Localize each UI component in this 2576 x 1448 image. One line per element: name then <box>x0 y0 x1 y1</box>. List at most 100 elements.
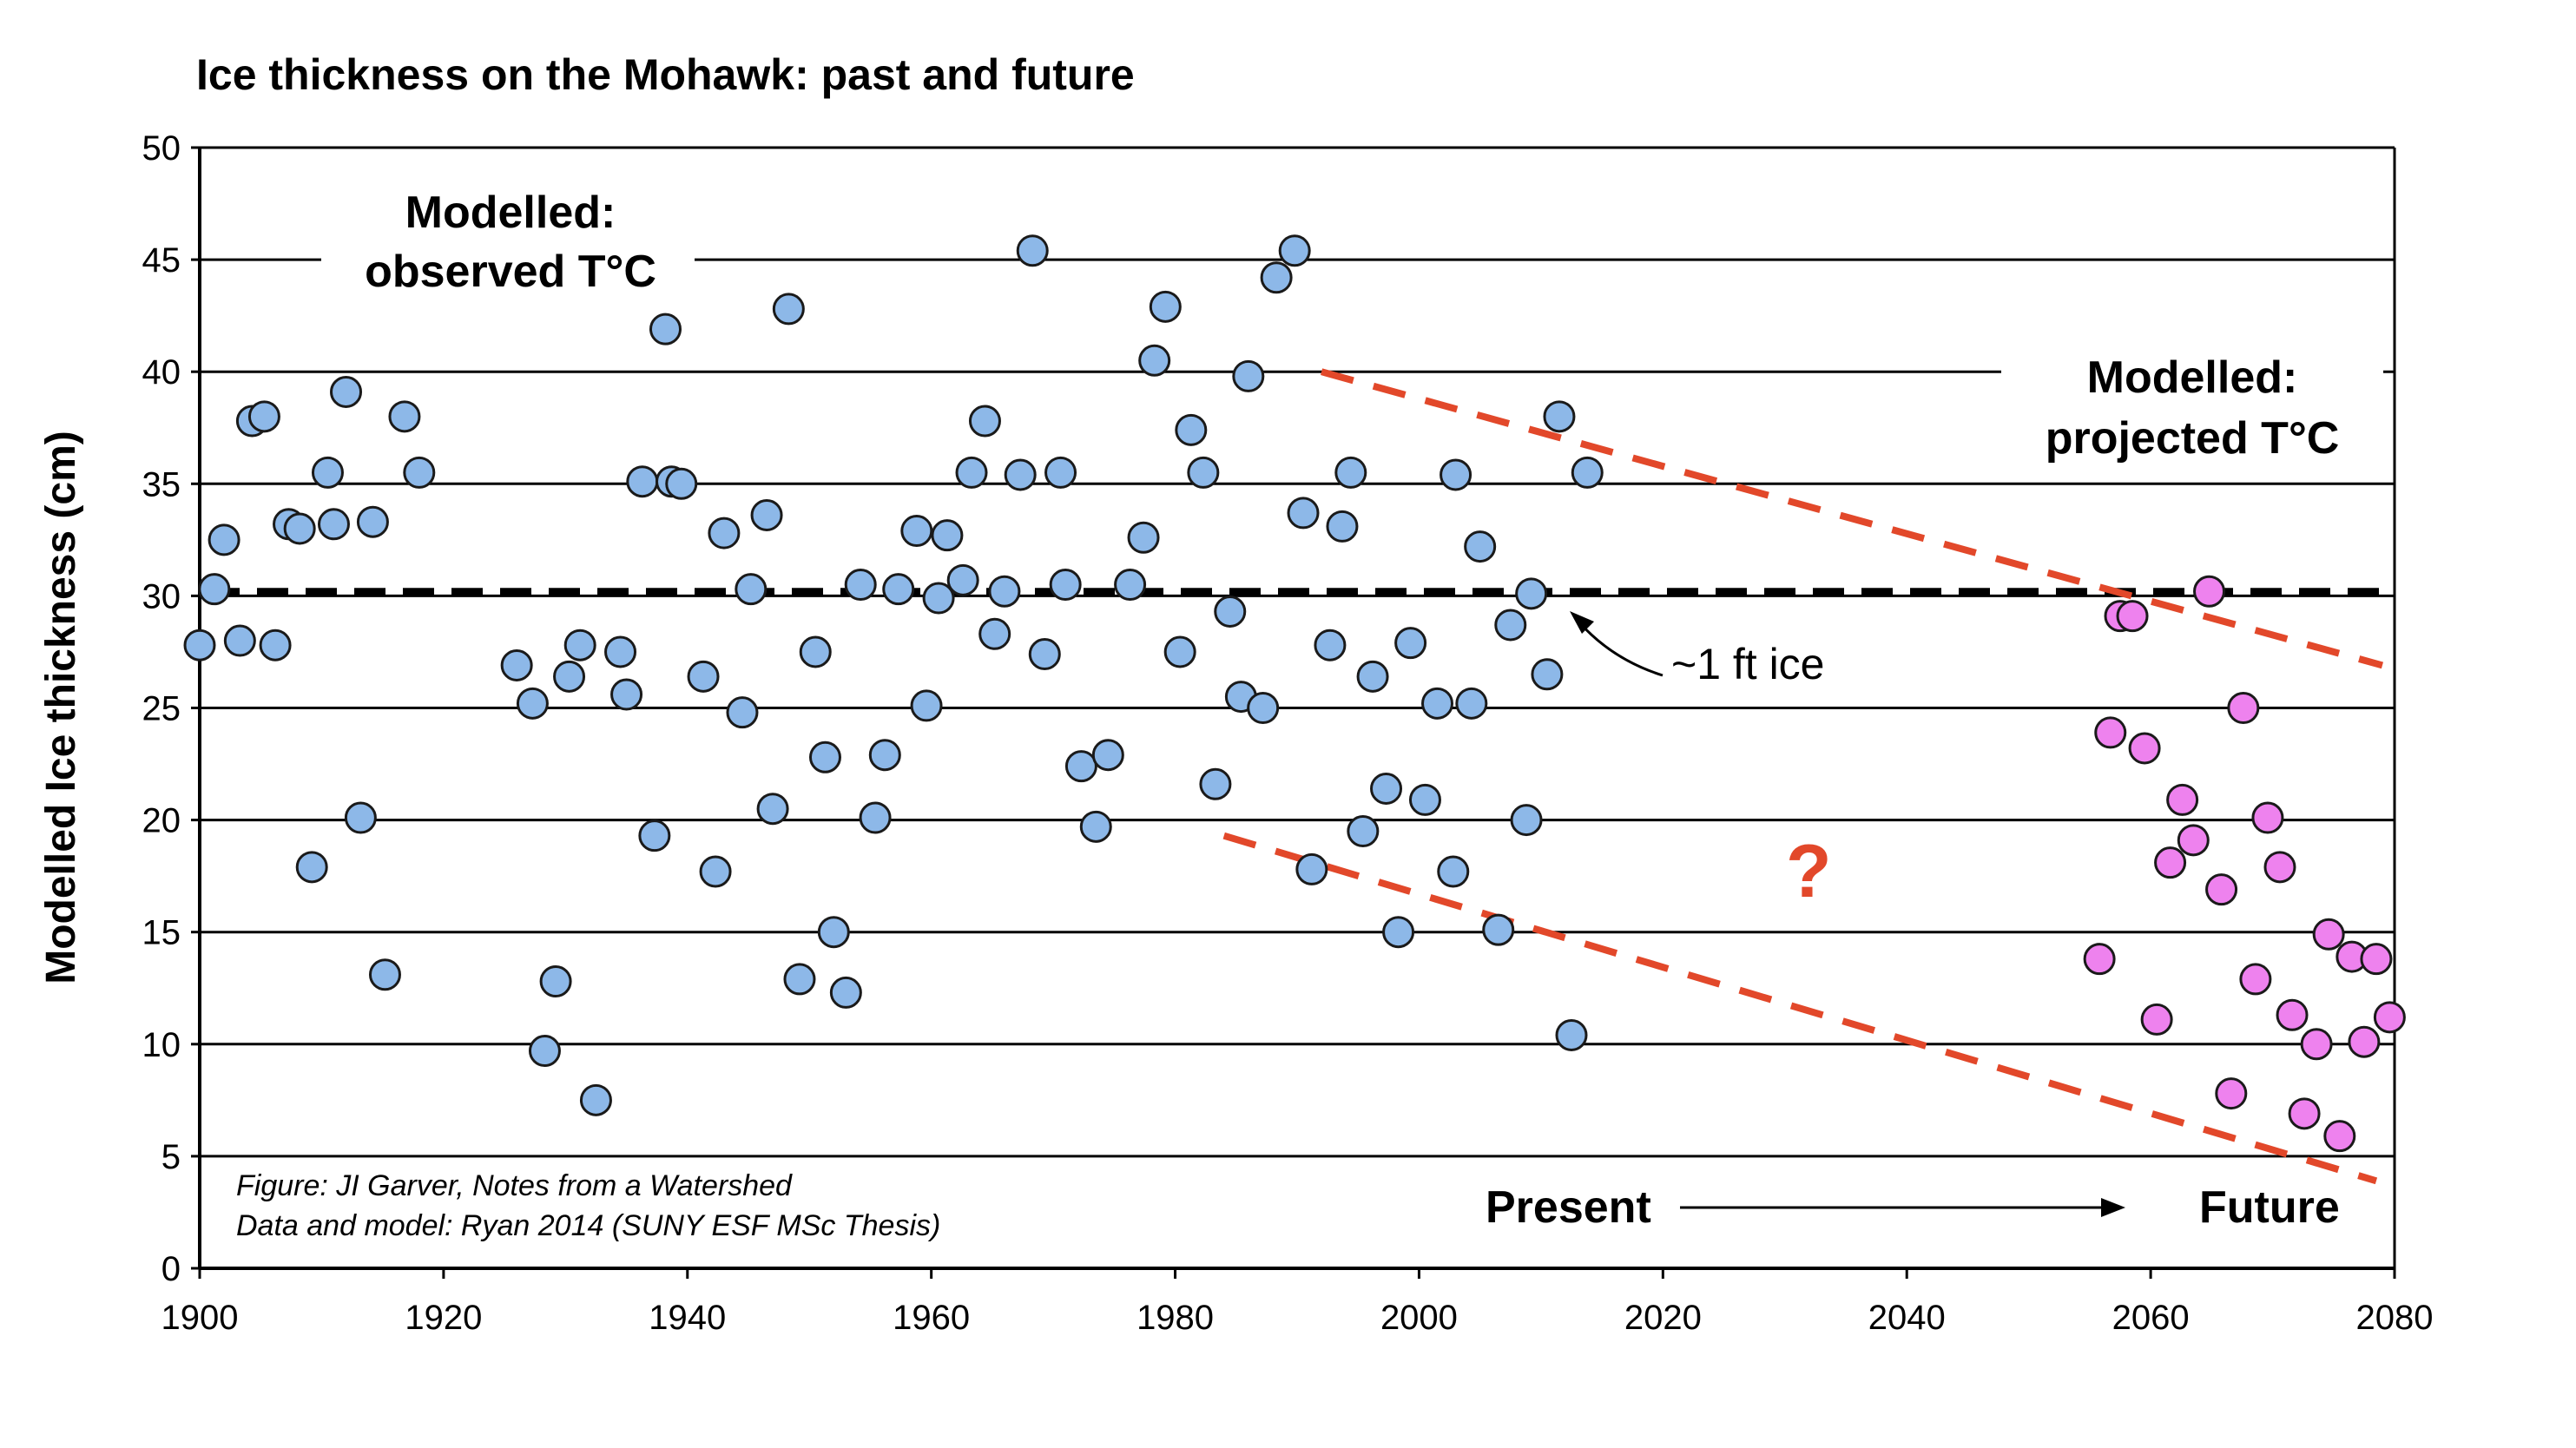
future-label: Future <box>2199 1182 2340 1233</box>
trend-line-2 <box>1222 832 2378 1185</box>
observed-point <box>978 617 1011 650</box>
projected-label-line1: Modelled: <box>2087 352 2298 403</box>
observed-point <box>1295 852 1328 885</box>
observed-point <box>317 508 350 541</box>
x-tick-label: 1940 <box>649 1299 726 1337</box>
x-tick-label: 1900 <box>161 1299 239 1337</box>
observed-point <box>946 563 979 596</box>
observed-point <box>1455 687 1488 720</box>
projected-point <box>2177 824 2210 857</box>
y-tick-label: 10 <box>142 1026 181 1064</box>
observed-point <box>1421 687 1454 720</box>
x-tick-label: 1920 <box>405 1299 482 1337</box>
observed-point <box>638 819 671 852</box>
projected-point <box>2166 783 2199 816</box>
projected-point <box>2154 846 2187 879</box>
y-tick-label: 45 <box>142 241 181 280</box>
projected-label-line2: projected T°C <box>2046 413 2340 464</box>
projected-point <box>2083 943 2116 976</box>
observed-point <box>988 575 1021 608</box>
observed-point <box>1394 627 1427 660</box>
projected-point <box>2094 716 2127 749</box>
trend-lines <box>1222 368 2384 1185</box>
observed-point <box>1044 456 1077 489</box>
x-tick-label: 2020 <box>1624 1299 1702 1337</box>
present-label: Present <box>1486 1182 1651 1233</box>
observed-point <box>699 855 732 888</box>
observed-point <box>735 573 768 606</box>
observed-point <box>610 678 643 711</box>
observed-point <box>817 916 850 949</box>
observed-point <box>403 456 436 489</box>
projected-point <box>2239 963 2272 996</box>
ref-label-arrow <box>1578 622 1664 677</box>
observed-point <box>368 958 401 991</box>
observed-point <box>649 313 682 346</box>
observed-point <box>799 635 832 668</box>
observed-point <box>247 400 280 433</box>
projected-point <box>2205 873 2238 906</box>
observed-point <box>344 801 377 834</box>
observed-point <box>1114 568 1147 601</box>
observed-point <box>687 660 720 693</box>
x-tick-label: 2040 <box>1868 1299 1946 1337</box>
observed-point <box>1127 521 1160 554</box>
chart-title: Ice thickness on the Mohawk: past and fu… <box>196 50 1135 99</box>
observed-point <box>604 635 637 668</box>
projected-point <box>2276 998 2309 1031</box>
observed-point <box>1214 595 1247 628</box>
x-tick-labels: 1900 1920 1940 1960 1980 2000 2020 2040 2060 2080 <box>161 1268 2434 1337</box>
observed-point <box>356 505 389 538</box>
observed-point <box>1440 458 1472 491</box>
question-mark: ? <box>1786 830 1832 913</box>
projected-point <box>2227 692 2260 724</box>
observed-point <box>183 629 216 661</box>
projected-point <box>2116 600 2149 633</box>
observed-point <box>882 573 915 606</box>
observed-point <box>553 660 586 693</box>
projected-point <box>2288 1097 2321 1130</box>
observed-point <box>1555 1018 1588 1051</box>
observed-point <box>868 739 901 772</box>
ref-label-arrowhead <box>1570 611 1594 634</box>
y-tick-label: 40 <box>142 353 181 392</box>
observed-label-bg <box>321 184 695 306</box>
observed-point <box>516 687 549 720</box>
observed-point <box>1187 456 1220 489</box>
observed-point <box>1260 261 1293 294</box>
observed-point <box>1382 916 1415 949</box>
observed-point <box>198 573 231 606</box>
observed-point <box>539 965 572 998</box>
projected-point <box>2251 801 2284 834</box>
observed-point <box>626 465 659 498</box>
observed-point <box>1232 359 1265 392</box>
observed-point <box>283 512 316 545</box>
projected-label-bg <box>2001 347 2383 473</box>
y-tick-label: 15 <box>142 914 181 952</box>
observed-point <box>1079 810 1112 843</box>
observed-point <box>1464 530 1497 563</box>
observed-point <box>829 976 862 1009</box>
present-future-arrowhead <box>2101 1198 2125 1217</box>
observed-point <box>1347 815 1380 848</box>
projected-series <box>2083 575 2406 1153</box>
observed-point <box>910 689 943 722</box>
observed-point <box>931 519 964 552</box>
observed-point <box>1016 234 1049 267</box>
observed-point <box>528 1035 561 1068</box>
observed-point <box>1149 290 1182 323</box>
observed-point <box>808 740 841 773</box>
observed-point <box>1287 497 1320 530</box>
observed-point <box>968 405 1001 438</box>
observed-point <box>1482 913 1515 946</box>
observed-point <box>922 582 955 615</box>
x-tick-label: 2000 <box>1380 1299 1458 1337</box>
observed-point <box>1543 400 1576 433</box>
observed-point <box>1356 660 1389 693</box>
observed-point <box>1531 658 1564 691</box>
x-tick-label: 2080 <box>2356 1299 2434 1337</box>
y-tick-label: 20 <box>142 802 181 840</box>
credit-line-1: Figure: JI Garver, Notes from a Watershe… <box>236 1169 793 1202</box>
observed-point <box>208 523 240 556</box>
